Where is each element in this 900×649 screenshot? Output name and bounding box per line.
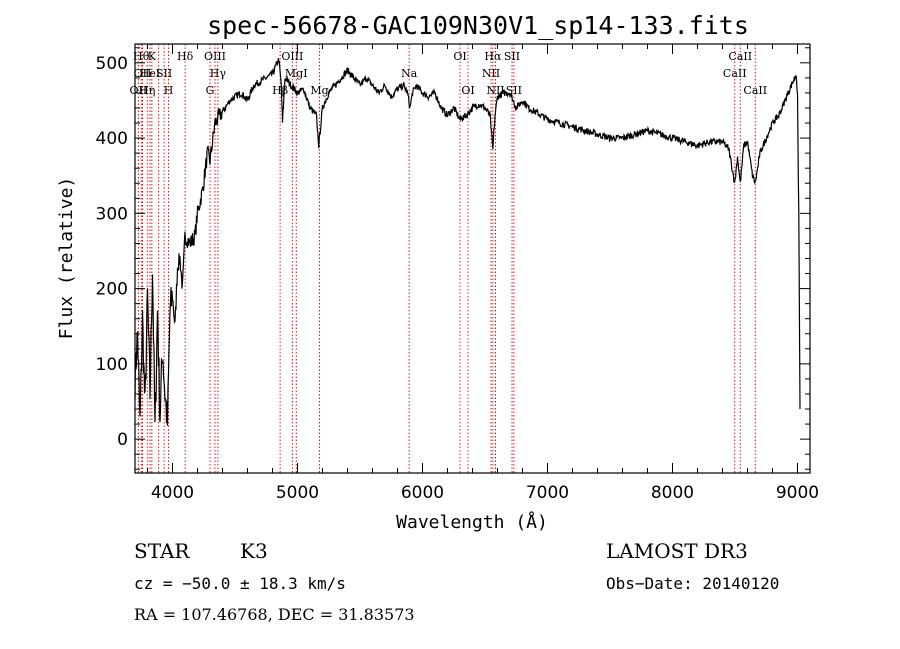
y-axis-label: Flux (relative): [56, 177, 77, 340]
line-label: SII: [156, 67, 172, 80]
line-label: OI: [461, 84, 474, 97]
line-label: OII: [134, 67, 152, 80]
x-axis-label: Wavelength (Å): [396, 511, 548, 533]
object-subclass: K3: [240, 539, 268, 563]
x-tick-label: 7000: [526, 483, 569, 503]
line-label: OIII: [281, 50, 303, 63]
line-label: Hθ: [133, 50, 150, 63]
line-label: Hδ: [177, 50, 194, 63]
line-label: OII: [130, 84, 148, 97]
line-label: Hη: [139, 84, 155, 97]
x-tick-label: 9000: [776, 483, 819, 503]
line-label: H: [164, 84, 174, 97]
observation-date: Obs−Date: 20140120: [606, 574, 779, 593]
line-label: OIII: [204, 50, 226, 63]
line-label: Na: [401, 67, 418, 80]
x-tick-label: 6000: [401, 483, 444, 503]
redshift-cz: cz = −50.0 ± 18.3 km/s: [134, 574, 346, 593]
line-label: Hβ: [272, 84, 288, 97]
line-label: CaII: [723, 67, 747, 80]
line-label: MgI: [285, 67, 308, 80]
x-axis: 4000 5000 6000 7000 8000 9000: [147, 44, 819, 503]
line-label: Hα: [484, 50, 502, 63]
line-label: K: [148, 50, 157, 63]
y-tick-label: 500: [96, 54, 128, 74]
line-label: OI: [453, 50, 466, 63]
y-tick-label: 300: [96, 204, 128, 224]
spectrum-line: [134, 58, 801, 426]
y-axis: 0 100 200 300 400 500: [96, 47, 810, 470]
line-label: CaII: [743, 84, 767, 97]
x-tick-label: 4000: [151, 483, 194, 503]
x-tick-label: 8000: [651, 483, 694, 503]
spectral-line-markers: [137, 44, 756, 473]
survey-name: LAMOST DR3: [606, 539, 748, 563]
spectral-line-labels: OIIHθOIIHηHeIKSIIHHδGOIIIHγHβOIIIMgIMgNa…: [130, 50, 768, 97]
line-label: G: [206, 84, 215, 97]
x-tick-label: 5000: [276, 483, 319, 503]
y-tick-label: 100: [96, 355, 128, 375]
line-label: CaII: [728, 50, 752, 63]
y-tick-label: 200: [96, 280, 128, 300]
line-label: NII: [482, 67, 500, 80]
line-label: HeI: [140, 67, 160, 80]
line-label: Hγ: [210, 67, 227, 80]
line-label: Mg: [310, 84, 328, 97]
coordinates: RA = 107.46768, DEC = 31.83573: [134, 605, 415, 624]
y-tick-label: 400: [96, 129, 128, 149]
object-class: STAR: [134, 539, 190, 563]
y-tick-label: 0: [117, 430, 128, 450]
line-label: SII: [504, 50, 520, 63]
chart-title: spec-56678-GAC109N30V1_sp14-133.fits: [207, 11, 749, 40]
